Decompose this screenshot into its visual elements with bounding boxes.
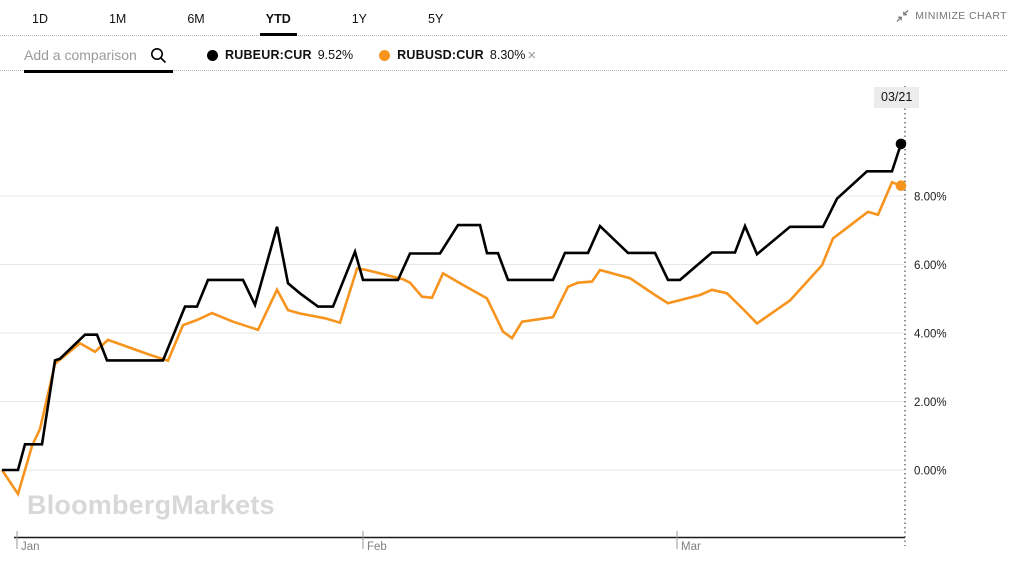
x-axis-label: Mar	[681, 541, 701, 553]
y-axis-label: 0.00%	[914, 466, 947, 478]
comparison-underline	[24, 69, 173, 73]
comparison-divider	[0, 70, 1007, 71]
series-color-dot	[379, 49, 391, 61]
series-color-dot	[207, 49, 218, 61]
tab-5y[interactable]: 5Y	[428, 12, 444, 26]
tab-ytd[interactable]: YTD	[259, 0, 297, 36]
y-axis-label: 2.00%	[914, 397, 947, 409]
search-icon	[150, 47, 166, 63]
tab-1y[interactable]: 1Y	[351, 12, 368, 26]
legend-value: 8.30%	[489, 48, 526, 62]
legend-item-rubusd[interactable]: RUBUSD:CUR 8.30% ×	[379, 48, 536, 63]
header-divider	[0, 35, 1007, 36]
remove-comparison-icon[interactable]: ×	[527, 46, 537, 64]
series-line-rubusd[interactable]	[0, 180, 902, 498]
legend-value: 9.52%	[317, 48, 354, 62]
series-line-rubeur[interactable]	[2, 143, 903, 472]
y-axis-label: 8.00%	[914, 192, 947, 204]
chart-header: 1D 1M 6M YTD 1Y 5Y MINIMIZE CHART Add a compa…	[0, 0, 1015, 73]
series-endpoint-rubusd	[895, 180, 907, 191]
tab-6m[interactable]: 6M	[187, 12, 205, 26]
crosshair-date-label: 03/21	[874, 87, 920, 108]
y-axis-label: 6.00%	[914, 260, 947, 272]
tab-1d[interactable]: 1D	[32, 12, 48, 26]
bloomberg-markets-watermark: BloombergMarkets	[27, 490, 275, 520]
legend-ticker: RUBUSD:CUR	[397, 48, 484, 62]
comparison-row: Add a comparison RUBEUR:CUR 9.52% RUBUSD:C…	[0, 36, 1015, 73]
tab-1m[interactable]: 1M	[108, 12, 127, 26]
range-tabs-row: 1D 1M 6M YTD 1Y 5Y MINIMIZE CHART	[0, 0, 1015, 36]
series-endpoint-rubeur	[895, 138, 907, 150]
minimize-icon	[896, 10, 909, 22]
x-axis-label: Feb	[367, 541, 387, 553]
legend-ticker: RUBEUR:CUR	[225, 48, 312, 62]
minimize-chart-label: MINIMIZE CHART	[915, 10, 1007, 22]
series-legend: RUBEUR:CUR 9.52% RUBUSD:CUR 8.30% ×	[207, 45, 562, 63]
add-comparison-placeholder: Add a comparison	[24, 47, 137, 63]
y-axis-label: 4.00%	[914, 329, 947, 341]
x-axis-label: Jan	[21, 541, 40, 553]
minimize-chart-button[interactable]: MINIMIZE CHART	[896, 10, 1007, 22]
range-tabs: 1D 1M 6M YTD 1Y 5Y	[0, 0, 498, 36]
add-comparison-input[interactable]: Add a comparison	[24, 44, 174, 64]
legend-item-rubeur[interactable]: RUBEUR:CUR 9.52%	[207, 48, 353, 62]
